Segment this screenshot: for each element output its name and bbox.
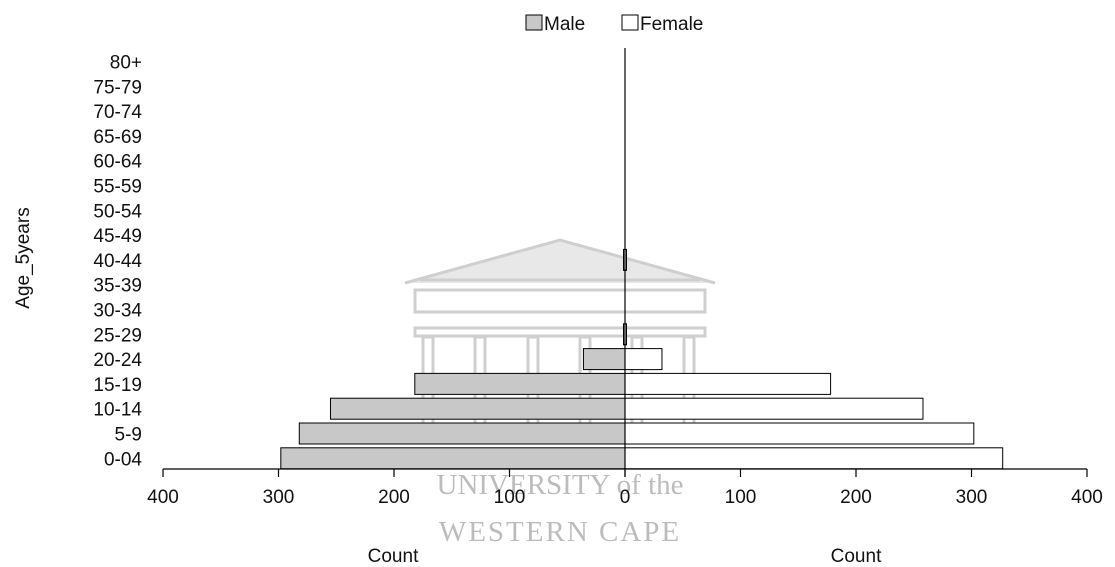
x-tick-label-right-100: 100 [725, 487, 757, 508]
age-label-40-44: 40-44 [93, 251, 142, 272]
watermark-line-1: UNIVERSITY of the [437, 469, 684, 501]
female-bar-5-9 [624, 422, 975, 445]
age-label-10-14: 10-14 [93, 400, 142, 421]
watermark-line-2: WESTERN CAPE [439, 516, 681, 548]
age-label-15-19: 15-19 [93, 375, 142, 396]
female-bar-15-19 [624, 372, 832, 395]
male-bar-5-9 [298, 422, 626, 445]
x-axis-title-right: Count [831, 546, 882, 567]
legend-male-label: Male [544, 14, 585, 35]
x-tick-label-left-200: 200 [378, 487, 410, 508]
legend-female-label: Female [640, 14, 703, 35]
x-tick-label-right-400: 400 [1071, 487, 1103, 508]
age-label-5-9: 5-9 [115, 425, 142, 446]
age-label-80+: 80+ [110, 53, 142, 74]
female-bar-20-24 [624, 348, 663, 371]
x-tick-label-left-400: 400 [147, 487, 179, 508]
legend: Male Female [525, 14, 703, 35]
age-group-labels: 80+ 75-79 70-74 65-69 60-64 55-59 50-54 45-49 40… [93, 53, 142, 471]
age-label-75-79: 75-79 [93, 77, 142, 98]
male-bar-0-04 [280, 447, 626, 470]
age-label-50-54: 50-54 [93, 201, 142, 222]
female-bar-0-04 [624, 447, 1004, 470]
female-bar-10-14 [624, 397, 924, 420]
x-tick-label-right-300: 300 [956, 487, 988, 508]
age-label-20-24: 20-24 [93, 350, 142, 371]
x-axis-title-left: Count [368, 546, 419, 567]
x-axis: 400 300 200 100 0 100 200 300 400 [147, 48, 1103, 508]
age-label-25-29: 25-29 [93, 325, 142, 346]
x-tick-label-right-0: 0 [620, 487, 631, 508]
age-label-35-39: 35-39 [93, 276, 142, 297]
age-label-65-69: 65-69 [93, 127, 142, 148]
age-label-70-74: 70-74 [93, 102, 142, 123]
age-label-30-34: 30-34 [93, 301, 142, 322]
age-label-60-64: 60-64 [93, 152, 142, 173]
age-label-0-04: 0-04 [104, 449, 142, 470]
bars-group [280, 248, 1004, 470]
x-tick-label-left-100: 100 [494, 487, 526, 508]
x-tick-label-left-300: 300 [263, 487, 295, 508]
y-axis-title: Age_5years [13, 207, 34, 308]
male-bar-10-14 [329, 397, 626, 420]
male-bar-20-24 [582, 348, 626, 371]
legend-female-swatch [621, 14, 639, 31]
x-tick-label-right-200: 200 [840, 487, 872, 508]
age-label-55-59: 55-59 [93, 177, 142, 198]
legend-male-swatch [525, 14, 543, 31]
male-bar-15-19 [414, 372, 626, 395]
age-label-45-49: 45-49 [93, 226, 142, 247]
